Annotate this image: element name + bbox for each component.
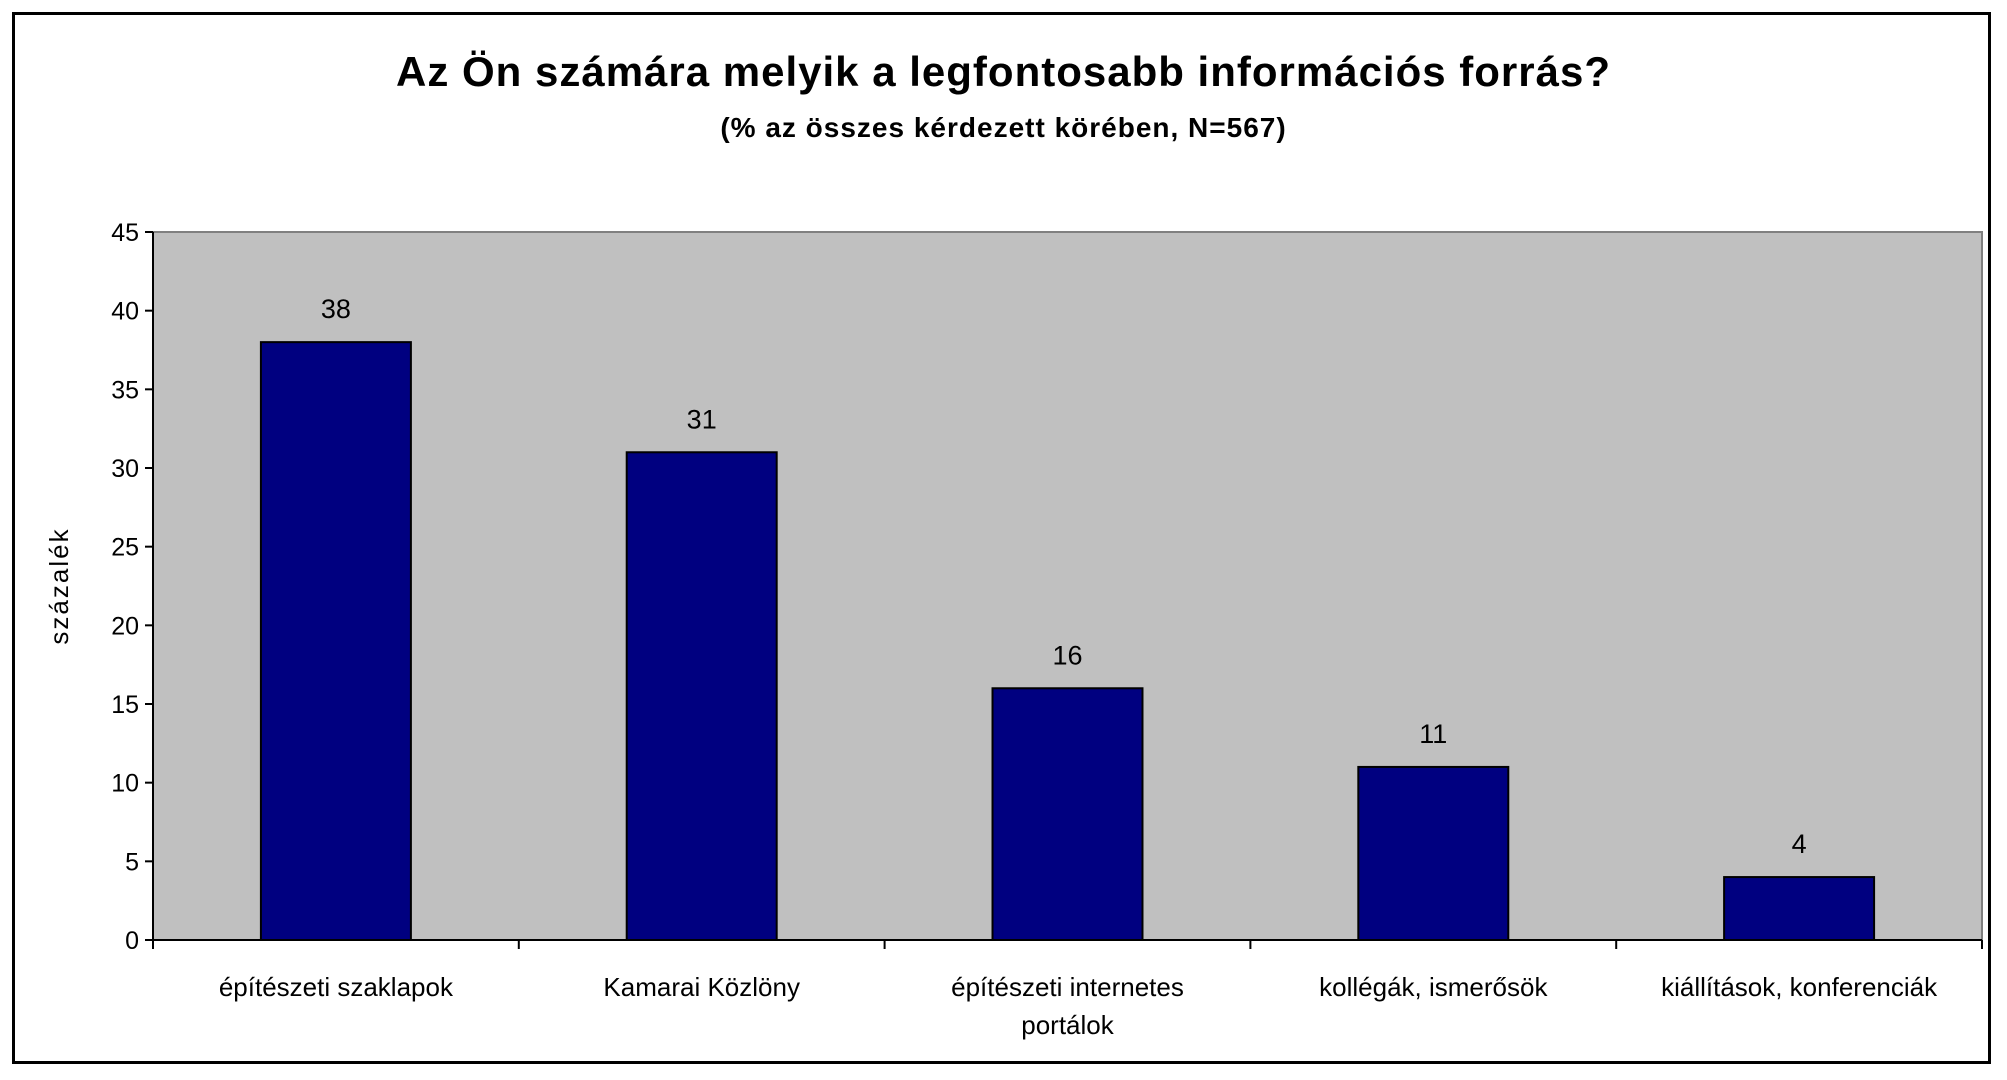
x-category-label: Kamarai Közlöny xyxy=(603,972,800,1002)
bar xyxy=(1723,876,1876,941)
data-label: 4 xyxy=(1792,829,1807,859)
y-tick-label: 25 xyxy=(111,534,139,562)
y-tick-label: 30 xyxy=(111,455,139,483)
y-tick-label: 15 xyxy=(111,691,139,719)
x-category-label: kollégák, ismerősök xyxy=(1319,972,1548,1002)
y-tick-label: 5 xyxy=(125,848,139,876)
y-tick-label: 40 xyxy=(111,298,139,326)
data-label: 31 xyxy=(687,404,717,434)
bar xyxy=(625,451,778,941)
y-tick-label: 0 xyxy=(125,927,139,955)
data-label: 38 xyxy=(321,294,351,324)
chart-subtitle: (% az összes kérdezett körében, N=567) xyxy=(720,112,1287,143)
y-tick-label: 35 xyxy=(111,376,139,404)
chart-title: Az Ön számára melyik a legfontosabb info… xyxy=(396,48,1611,95)
bar xyxy=(1357,765,1510,942)
data-label: 16 xyxy=(1052,640,1082,670)
y-tick-label: 10 xyxy=(111,770,139,798)
y-tick-label: 20 xyxy=(111,612,139,640)
y-tick-label: 45 xyxy=(111,219,139,247)
x-category-label: portálok xyxy=(1021,1010,1114,1040)
bar xyxy=(259,341,412,941)
x-category-label: építészeti internetes xyxy=(951,972,1184,1002)
x-category-label: építészeti szaklapok xyxy=(219,972,454,1002)
y-axis-title: százalék xyxy=(44,527,74,644)
x-category-label: kiállítások, konferenciák xyxy=(1661,972,1938,1002)
data-label: 11 xyxy=(1419,719,1447,749)
bar xyxy=(991,687,1144,941)
